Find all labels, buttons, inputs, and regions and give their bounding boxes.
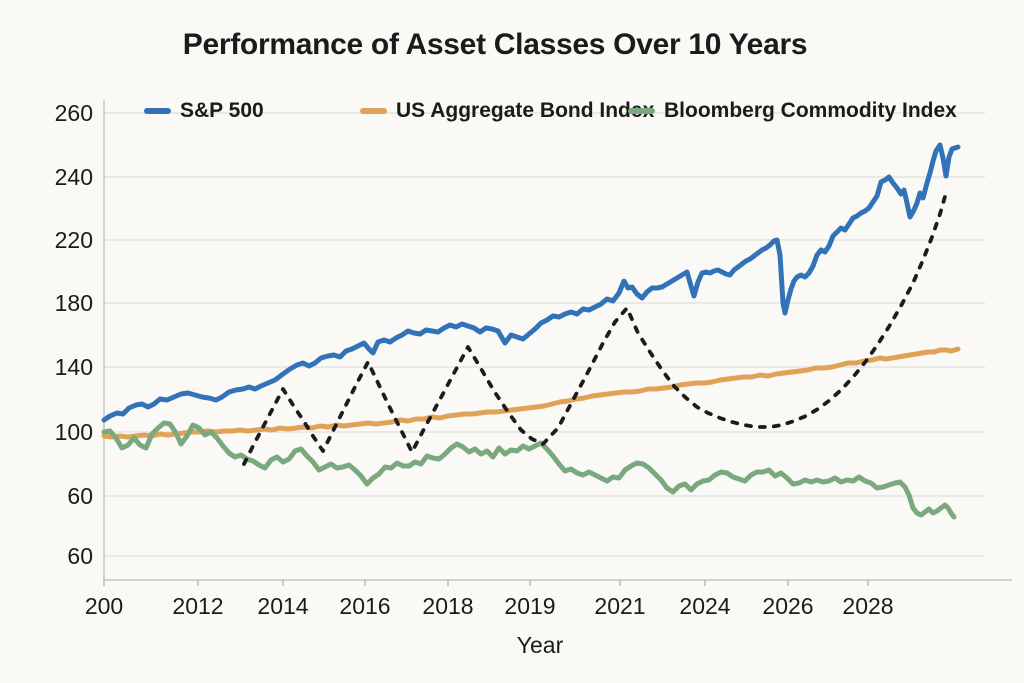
y-tick-label: 260 <box>55 100 93 126</box>
y-tick-label: 140 <box>55 354 93 380</box>
x-tick-label: 2012 <box>172 593 223 619</box>
x-tick-label: 2021 <box>594 593 645 619</box>
chart-title: Performance of Asset Classes Over 10 Yea… <box>182 28 808 61</box>
legend-label-sp500: S&P 500 <box>180 99 264 122</box>
legend-item-commodity-index: Bloomberg Commodity Index <box>628 98 957 124</box>
dashed-zigzag-curve <box>242 191 948 466</box>
legend-item-bond-index: US Aggregate Bond Index <box>360 98 654 124</box>
legend-item-sp500: S&P 500 <box>144 98 264 124</box>
y-tick-label: 100 <box>55 419 93 445</box>
x-tick-label: 2019 <box>504 593 555 619</box>
x-tick-label: 2014 <box>257 593 308 619</box>
x-tick-label: 200 <box>85 593 123 619</box>
y-tick-label: 220 <box>55 227 93 253</box>
x-tick-label: 2028 <box>842 593 893 619</box>
legend: S&P 500 US Aggregate Bond Index Bloomber… <box>0 98 1024 124</box>
x-axis-title: Year <box>516 632 564 658</box>
legend-label-commodity-index: Bloomberg Commodity Index <box>664 99 957 122</box>
x-tick-label: 2016 <box>339 593 390 619</box>
bond-index-legend-swatch-icon <box>360 108 387 114</box>
legend-label-bond-index: US Aggregate Bond Index <box>396 99 655 122</box>
x-tick-label: 2018 <box>422 593 473 619</box>
x-tick-label: 2026 <box>762 593 813 619</box>
y-tick-label: 60 <box>67 543 93 569</box>
x-tick-label: 2024 <box>679 593 730 619</box>
bond-index-line <box>101 346 961 440</box>
sp500-line <box>101 142 961 423</box>
sp500-legend-swatch-icon <box>144 108 171 114</box>
commodity-index-line <box>101 420 957 520</box>
y-tick-label: 240 <box>55 164 93 190</box>
y-tick-label: 180 <box>55 290 93 316</box>
commodity-index-legend-swatch-icon <box>628 108 655 114</box>
y-tick-label: 60 <box>67 483 93 509</box>
